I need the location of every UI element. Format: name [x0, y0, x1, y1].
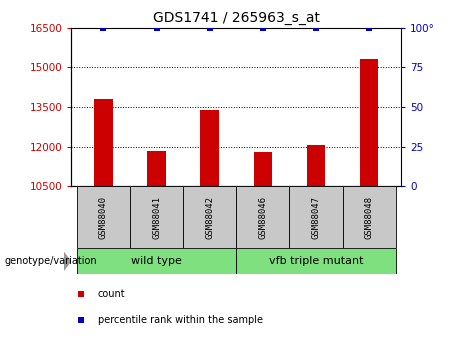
- Text: GSM88042: GSM88042: [205, 196, 214, 239]
- Bar: [290, 186, 343, 248]
- Bar: [343, 186, 396, 248]
- Text: GSM88047: GSM88047: [312, 196, 320, 239]
- Text: GSM88041: GSM88041: [152, 196, 161, 239]
- Bar: [77, 248, 236, 274]
- Text: percentile rank within the sample: percentile rank within the sample: [98, 315, 263, 325]
- Text: vfb triple mutant: vfb triple mutant: [269, 256, 363, 266]
- Text: GSM88040: GSM88040: [99, 196, 108, 239]
- Bar: [201, 110, 219, 186]
- Bar: [147, 150, 166, 186]
- Text: wild type: wild type: [131, 256, 182, 266]
- Bar: [307, 145, 325, 186]
- Text: GSM88048: GSM88048: [365, 196, 374, 239]
- Bar: [236, 248, 396, 274]
- Text: genotype/variation: genotype/variation: [5, 256, 97, 266]
- Text: count: count: [98, 289, 125, 299]
- Bar: [130, 186, 183, 248]
- Bar: [94, 99, 112, 186]
- Text: GSM88046: GSM88046: [258, 196, 267, 239]
- Title: GDS1741 / 265963_s_at: GDS1741 / 265963_s_at: [153, 11, 320, 25]
- Bar: [360, 59, 378, 186]
- Bar: [77, 186, 130, 248]
- Polygon shape: [64, 252, 71, 270]
- Bar: [236, 186, 290, 248]
- Bar: [183, 186, 236, 248]
- Bar: [254, 152, 272, 186]
